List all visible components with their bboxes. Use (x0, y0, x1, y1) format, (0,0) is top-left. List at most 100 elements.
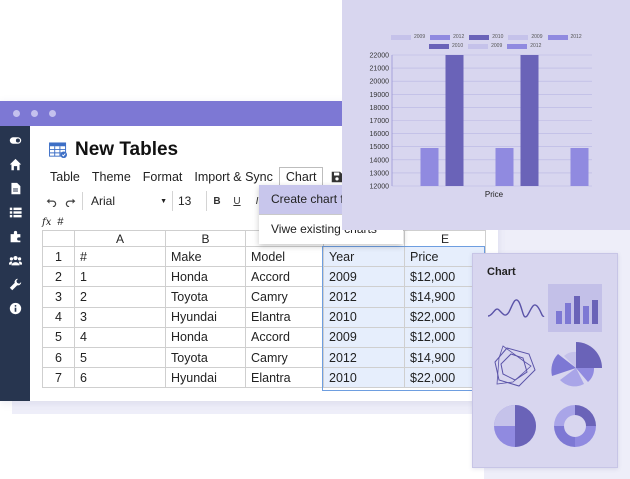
cell[interactable]: 2 (74, 286, 166, 308)
column-header[interactable]: A (74, 230, 166, 247)
cell[interactable]: 2012 (323, 286, 405, 308)
row-number[interactable]: 5 (42, 326, 75, 348)
legend-item: 2012 (507, 43, 541, 49)
cell[interactable]: $22,000 (404, 367, 486, 389)
cell[interactable]: # (74, 245, 166, 268)
legend-swatch (547, 34, 568, 40)
formula-input[interactable]: # (57, 216, 64, 228)
window-dot[interactable] (49, 110, 56, 117)
document-icon[interactable] (0, 177, 30, 199)
home-icon[interactable] (0, 153, 30, 175)
pie-chart-icon[interactable] (493, 404, 537, 448)
chevron-down-icon: ▼ (160, 197, 167, 205)
y-tick-label: 21000 (370, 66, 390, 73)
table-row: 3 2 Toyota Camry 2012 $14,900 (42, 286, 486, 308)
menu-import-sync[interactable]: Import & Sync (194, 170, 273, 184)
cell[interactable]: Make (165, 245, 246, 268)
background-shadow (12, 400, 500, 414)
cell[interactable]: Camry (245, 346, 324, 369)
line-chart-icon[interactable] (485, 288, 547, 328)
cell[interactable]: Model (245, 245, 324, 268)
list-icon[interactable] (0, 201, 30, 223)
menu-format[interactable]: Format (142, 170, 183, 184)
cell[interactable]: Toyota (165, 346, 246, 369)
y-tick-label: 14000 (370, 157, 390, 164)
polar-area-icon[interactable] (548, 340, 604, 392)
cell[interactable]: 1 (74, 266, 166, 288)
cell[interactable]: Elantra (245, 367, 324, 389)
page-title: New Tables (49, 139, 178, 161)
menu-chart[interactable]: Chart (278, 167, 324, 187)
info-icon[interactable] (0, 297, 30, 319)
cell[interactable]: 3 (74, 306, 166, 328)
cell[interactable]: 2009 (323, 266, 405, 288)
row-number[interactable]: 4 (42, 306, 75, 328)
cell[interactable]: 6 (74, 367, 166, 389)
cell[interactable]: Elantra (245, 306, 324, 328)
y-tick-label: 20000 (370, 79, 390, 86)
y-tick-label: 16000 (370, 131, 390, 138)
legend-label: 2012 (453, 34, 465, 40)
font-size-select[interactable]: 13 (173, 191, 207, 211)
wrench-icon[interactable] (0, 273, 30, 295)
cell[interactable]: Honda (165, 266, 246, 288)
cell[interactable]: Price (404, 245, 486, 268)
legend-item: 2012 (430, 34, 464, 40)
save-icon[interactable] (327, 167, 347, 187)
function-icon[interactable]: fx (42, 216, 52, 228)
italic-button[interactable]: I (255, 195, 259, 207)
cell[interactable]: 5 (74, 346, 166, 369)
row-number[interactable]: 6 (42, 346, 75, 369)
cell[interactable]: 2012 (323, 346, 405, 369)
bar (520, 55, 539, 186)
underline-button[interactable]: U (233, 195, 241, 207)
bar-chart-icon[interactable] (548, 284, 602, 332)
legend-label: 2009 (491, 43, 503, 49)
cell[interactable]: 2010 (323, 306, 405, 328)
bold-button[interactable]: B (213, 195, 221, 207)
menu-bar: Table Theme Format Import & Sync Chart (44, 167, 367, 187)
legend-swatch (468, 43, 489, 49)
window-dot[interactable] (31, 110, 38, 117)
column-header[interactable]: B (165, 230, 246, 247)
cell[interactable]: Year (323, 245, 405, 268)
row-number[interactable]: 3 (42, 286, 75, 308)
cell[interactable]: Toyota (165, 286, 246, 308)
redo-icon[interactable] (61, 190, 80, 212)
corner-cell[interactable] (42, 230, 75, 247)
cell[interactable]: $12,000 (404, 326, 486, 348)
cell[interactable]: 4 (74, 326, 166, 348)
cell[interactable]: $22,000 (404, 306, 486, 328)
toggle-icon[interactable] (0, 129, 30, 151)
cell[interactable]: Camry (245, 286, 324, 308)
y-tick-label: 17000 (370, 118, 390, 125)
cell[interactable]: 2010 (323, 367, 405, 389)
table-row: 5 4 Honda Accord 2009 $12,000 (42, 326, 486, 348)
radar-chart-icon[interactable] (489, 342, 539, 390)
cell[interactable]: Hyundai (165, 367, 246, 389)
menu-table[interactable]: Table (50, 170, 80, 184)
cell[interactable]: Hyundai (165, 306, 246, 328)
row-number[interactable]: 2 (42, 266, 75, 288)
bar (495, 148, 514, 186)
column-header[interactable]: E (404, 230, 486, 247)
table-row: 6 5 Toyota Camry 2012 $14,900 (42, 346, 486, 369)
cell[interactable]: 2009 (323, 326, 405, 348)
menu-theme[interactable]: Theme (91, 170, 131, 184)
cell[interactable]: Accord (245, 266, 324, 288)
font-family-select[interactable]: Arial ▼ (85, 191, 173, 211)
legend-swatch (469, 34, 490, 40)
cell[interactable]: Accord (245, 326, 324, 348)
puzzle-icon[interactable] (0, 225, 30, 247)
cell[interactable]: $14,900 (404, 346, 486, 369)
window-dot[interactable] (13, 110, 20, 117)
chart-type-picker: Chart (472, 253, 618, 468)
cell[interactable]: Honda (165, 326, 246, 348)
donut-chart-icon[interactable] (553, 404, 597, 448)
row-number[interactable]: 7 (42, 367, 75, 389)
row-number[interactable]: 1 (42, 245, 75, 268)
users-icon[interactable] (0, 249, 30, 271)
legend-swatch (429, 43, 449, 49)
legend-item: 2009 (468, 43, 502, 49)
undo-icon[interactable] (42, 190, 61, 212)
